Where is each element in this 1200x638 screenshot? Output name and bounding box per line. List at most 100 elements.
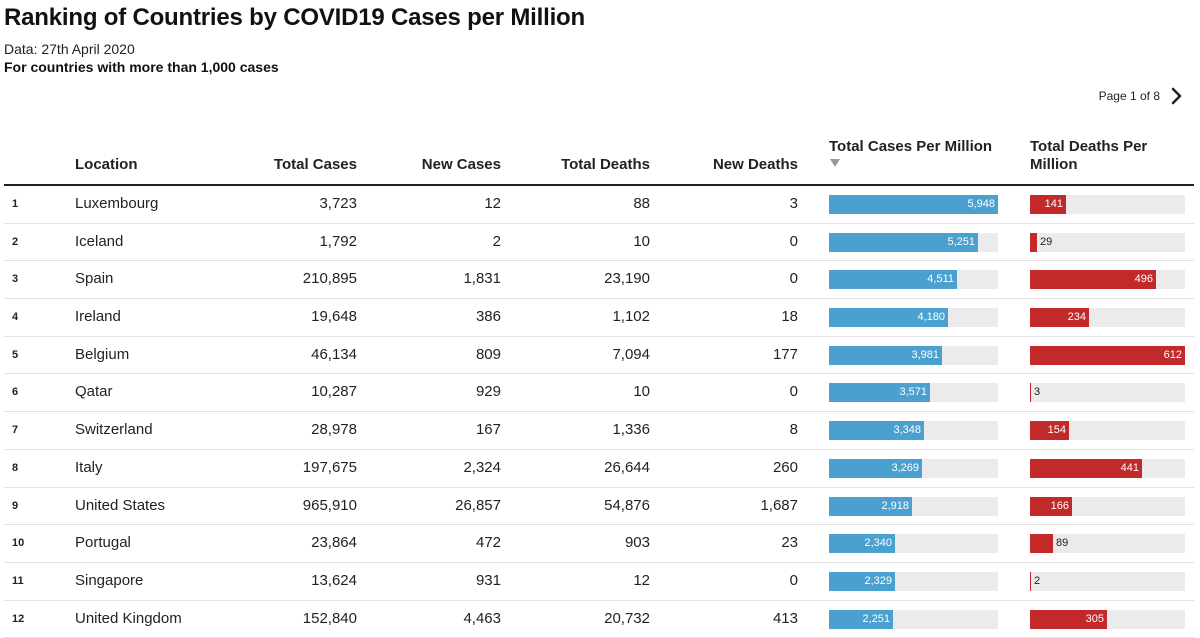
deaths-per-million-bar-track: 305	[1030, 609, 1185, 629]
location-cell: Iceland	[75, 232, 124, 250]
deaths-per-million-bar	[1030, 458, 1142, 478]
table-row: 2 Iceland 1,792 2 10 0 5,251 29	[4, 224, 1194, 262]
cases-per-million-bar-track: 3,571	[829, 383, 998, 403]
deaths-per-million-bar-track: 441	[1030, 458, 1185, 478]
new-deaths-cell: 413	[772, 609, 798, 627]
cases-per-million-bar-track: 5,948	[829, 195, 998, 214]
deaths-per-million-bar-label: 305	[1085, 612, 1104, 625]
new-deaths-cell: 23	[781, 534, 798, 552]
cases-per-million-bar	[829, 458, 922, 478]
deaths-per-million-bar-track: 154	[1030, 421, 1185, 441]
deaths-per-million-bar	[1030, 496, 1072, 516]
new-deaths-cell: 260	[772, 458, 798, 476]
total-deaths-cell: 26,644	[604, 458, 650, 476]
total-cases-cell: 1,792	[319, 232, 357, 250]
cases-per-million-bar-track: 4,511	[829, 270, 998, 290]
total-cases-cell: 13,624	[311, 571, 357, 589]
new-cases-cell: 167	[475, 421, 501, 439]
deaths-per-million-bar-track: 612	[1030, 345, 1185, 365]
total-deaths-cell: 1,336	[612, 421, 650, 439]
cases-per-million-bar	[829, 609, 893, 629]
rank-cell: 12	[12, 612, 25, 625]
cases-per-million-bar-label: 2,918	[881, 499, 909, 512]
column-header-cases-per-million[interactable]: Total Cases Per Million	[829, 138, 1009, 168]
location-cell: Ireland	[75, 308, 121, 326]
sort-descending-icon[interactable]	[829, 158, 841, 168]
total-deaths-cell: 23,190	[604, 270, 650, 288]
column-header-location[interactable]: Location	[75, 156, 138, 173]
cases-per-million-bar	[829, 232, 978, 252]
total-deaths-cell: 20,732	[604, 609, 650, 627]
new-cases-cell: 929	[475, 383, 501, 401]
table-note: For countries with more than 1,000 cases	[4, 59, 279, 75]
cases-per-million-bar-track: 2,340	[829, 534, 998, 554]
cases-per-million-bar-label: 3,269	[891, 461, 919, 474]
column-header-cases-per-million-label: Total Cases Per Million	[829, 138, 993, 155]
cases-per-million-bar-track: 3,981	[829, 345, 998, 365]
deaths-per-million-bar-label: 612	[1163, 348, 1182, 361]
cases-per-million-bar	[829, 308, 948, 328]
ranking-table: Location Total Cases New Cases Total Dea…	[4, 128, 1194, 638]
total-deaths-cell: 10	[633, 383, 650, 401]
total-cases-cell: 965,910	[302, 496, 357, 514]
rank-cell: 4	[12, 311, 19, 324]
new-cases-cell: 2,324	[463, 458, 501, 476]
new-deaths-cell: 0	[789, 571, 798, 589]
location-cell: Singapore	[75, 571, 144, 589]
new-cases-cell: 809	[475, 345, 501, 363]
cases-per-million-bar-track: 2,251	[829, 609, 998, 629]
column-header-total-cases[interactable]: Total Cases	[273, 156, 357, 173]
table-row: 8 Italy 197,675 2,324 26,644 260 3,269 441	[4, 450, 1194, 488]
cases-per-million-bar	[829, 383, 930, 403]
table-row: 5 Belgium 46,134 809 7,094 177 3,981 612	[4, 337, 1194, 375]
deaths-per-million-bar-track: 29	[1030, 232, 1185, 252]
deaths-per-million-bar	[1030, 534, 1053, 554]
chevron-right-icon[interactable]	[1168, 86, 1186, 106]
deaths-per-million-bar-label: 29	[1040, 235, 1053, 248]
table-row: 12 United Kingdom 152,840 4,463 20,732 413 2,2…	[4, 601, 1194, 638]
new-cases-cell: 12	[484, 195, 501, 212]
column-header-new-cases[interactable]: New Cases	[421, 156, 501, 173]
cases-per-million-bar	[829, 571, 895, 591]
location-cell: Switzerland	[75, 421, 153, 439]
cases-per-million-bar-label: 4,511	[927, 273, 954, 286]
deaths-per-million-bar	[1030, 308, 1089, 328]
cases-per-million-bar	[829, 534, 895, 554]
total-deaths-cell: 54,876	[604, 496, 650, 514]
total-deaths-cell: 903	[624, 534, 650, 552]
total-cases-cell: 19,648	[311, 308, 357, 326]
cases-per-million-bar	[829, 195, 998, 214]
deaths-per-million-bar	[1030, 270, 1156, 290]
table-row: 6 Qatar 10,287 929 10 0 3,571 3	[4, 374, 1194, 413]
location-cell: Spain	[75, 270, 114, 288]
new-deaths-cell: 0	[789, 383, 798, 401]
total-deaths-cell: 7,094	[612, 345, 650, 363]
cases-per-million-bar-label: 5,948	[967, 198, 995, 210]
deaths-per-million-bar	[1030, 383, 1031, 403]
total-cases-cell: 10,287	[311, 383, 357, 401]
location-cell: Portugal	[75, 534, 131, 552]
deaths-per-million-bar-track: 496	[1030, 270, 1185, 290]
page-title: Ranking of Countries by COVID19 Cases pe…	[4, 4, 585, 31]
column-header-deaths-per-million[interactable]: Total Deaths Per Million	[1030, 138, 1148, 173]
column-header-total-deaths[interactable]: Total Deaths	[561, 156, 650, 173]
total-cases-cell: 3,723	[319, 195, 357, 212]
column-header-new-deaths[interactable]: New Deaths	[712, 156, 798, 173]
cases-per-million-bar-label: 2,329	[864, 574, 892, 587]
new-cases-cell: 2	[492, 232, 501, 250]
table-row: 4 Ireland 19,648 386 1,102 18 4,180 234	[4, 299, 1194, 337]
location-cell: United States	[75, 496, 166, 514]
total-deaths-cell: 88	[633, 195, 650, 212]
table-row: 11 Singapore 13,624 931 12 0 2,329 2	[4, 563, 1194, 601]
total-deaths-cell: 1,102	[612, 308, 650, 326]
cases-per-million-bar	[829, 345, 942, 365]
new-cases-cell: 26,857	[455, 496, 501, 514]
deaths-per-million-bar	[1030, 609, 1107, 629]
deaths-per-million-bar	[1030, 195, 1066, 214]
pagination: Page 1 of 8	[1099, 86, 1186, 106]
total-deaths-cell: 12	[633, 571, 650, 589]
deaths-per-million-bar-label: 441	[1120, 461, 1139, 474]
new-cases-cell: 386	[475, 308, 501, 326]
cases-per-million-bar-label: 2,251	[862, 612, 890, 625]
location-cell: Italy	[75, 458, 103, 476]
